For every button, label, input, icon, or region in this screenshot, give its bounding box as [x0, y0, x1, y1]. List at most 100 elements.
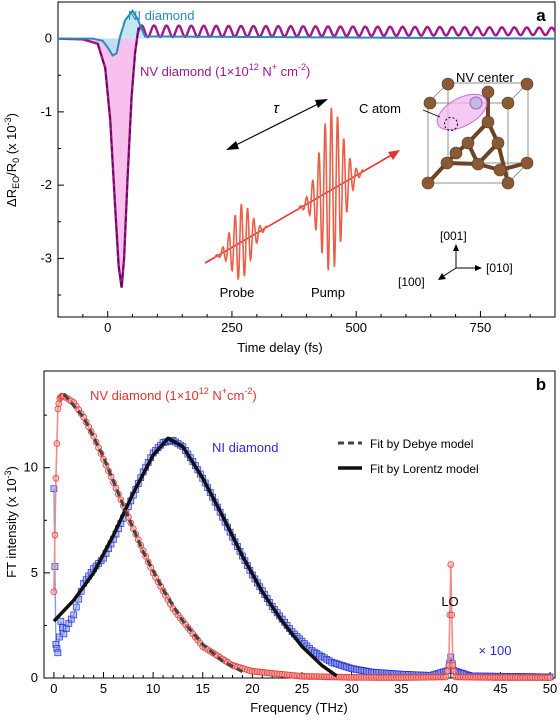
carbon-atom	[520, 156, 534, 170]
panel-b: 0 5 10 0 5 10 15 20 25 30 35 40 45 50 b Frequency (T…	[3, 370, 557, 715]
b-ytick-label: 10	[24, 460, 38, 475]
carbon-atom	[421, 176, 435, 190]
a-xtick-label: 250	[221, 320, 243, 335]
b-y-axis-label: FT intensity (x 10-3)	[3, 466, 19, 578]
axis-001-arrowhead	[453, 244, 459, 251]
a-ytick-label: 0	[45, 31, 52, 46]
b-xtick-label: 35	[394, 681, 408, 696]
ni-diamond-point	[57, 617, 65, 625]
b-xtick-label: 10	[146, 681, 160, 696]
c-atom-pointer	[422, 109, 441, 118]
tau-arrowhead-left	[226, 141, 239, 150]
nv-diamond-point	[443, 667, 451, 675]
tau-label: τ	[273, 100, 280, 117]
a-y-axis-label: ΔREO/R0 (x 10-3)	[3, 113, 21, 207]
carbon-atom	[501, 176, 515, 190]
a-y-ticks: 0 -1 -2 -3	[40, 31, 64, 296]
nv-diamond-point	[51, 531, 59, 539]
pump-label: Pump	[311, 285, 345, 300]
ni-diamond-point	[50, 485, 58, 493]
carbon-atom	[481, 115, 495, 129]
a-ytick-label: -1	[40, 104, 52, 119]
b-xtick-label: 30	[344, 681, 358, 696]
a-ytick-label: -3	[40, 250, 52, 265]
b-xtick-label: 25	[295, 681, 309, 696]
nv-diamond-point	[53, 440, 61, 447]
a-xtick-label: 0	[104, 320, 111, 335]
nv-diamond-point	[448, 611, 456, 619]
nv-diamond-point	[450, 667, 458, 675]
a-x-axis-label: Time delay (fs)	[237, 340, 322, 355]
crystal-axes	[441, 248, 478, 278]
nv-diamond-point	[449, 662, 457, 669]
lorentz-fit-line	[52, 436, 338, 678]
b-ytick-label: 5	[31, 565, 38, 580]
carbon-atom	[520, 77, 534, 91]
pump-pulse	[297, 107, 366, 271]
b-xtick-label: 40	[444, 681, 458, 696]
panel-label-b: b	[536, 375, 546, 394]
carbon-atom	[493, 163, 507, 177]
nv-diamond-point	[52, 474, 60, 482]
nv-center-label: NV center	[456, 70, 514, 85]
a-lines	[57, 9, 557, 288]
nv-diamond-point	[447, 561, 455, 568]
nv-diamond-point	[442, 673, 450, 681]
axis-010-label: [010]	[486, 261, 513, 275]
carbon-atom	[449, 146, 463, 160]
tau-arrowhead-right	[315, 99, 328, 108]
carbon-atom	[481, 85, 495, 99]
scale-factor-label: × 100	[479, 643, 512, 658]
b-xtick-label: 20	[245, 681, 259, 696]
nv-diamond-fill-a	[58, 27, 139, 288]
nv-diamond-point	[50, 588, 58, 596]
panel-a: 0 -1 -2 -3 0 250 500 750 a Time delay (fs) ΔRE…	[3, 1, 557, 355]
probe-pulse	[212, 203, 271, 280]
b-ytick-label: 0	[31, 670, 38, 685]
axis-100-arrowhead	[438, 273, 446, 280]
a-fills	[58, 10, 148, 288]
diamond-crystal-illustration: C atom NV center [001] [010] [100]	[359, 70, 534, 289]
b-xtick-label: 0	[50, 681, 57, 696]
crystal-atoms	[421, 77, 534, 190]
propagation-arrowhead	[388, 150, 400, 160]
a-x-ticks: 0 250 500 750	[82, 311, 556, 335]
ni-diamond-point	[72, 603, 80, 611]
legend-ni-diamond-a: NI diamond	[128, 8, 194, 23]
crystal-bond	[426, 151, 458, 185]
b-xtick-label: 15	[196, 681, 210, 696]
c-atom-label: C atom	[359, 101, 401, 116]
b-series	[50, 392, 554, 681]
carbon-atom	[491, 136, 505, 150]
legend-nv-diamond-b: NV diamond (1×1012 N+cm-2)	[90, 386, 257, 403]
debye-fit-line	[62, 393, 244, 674]
nv-diamond-line-b	[53, 395, 551, 679]
vacancy-marker	[444, 117, 458, 131]
axis-010-arrowhead	[475, 265, 482, 271]
probe-label: Probe	[220, 285, 255, 300]
crystal-bond	[496, 142, 510, 184]
a-xtick-label: 750	[470, 320, 492, 335]
carbon-atom	[441, 77, 455, 91]
ni-diamond-fill-a	[97, 10, 148, 56]
b-xtick-label: 45	[493, 681, 507, 696]
ni-diamond-point	[54, 649, 62, 657]
carbon-atom	[423, 96, 437, 110]
b-x-axis-label: Frequency (THz)	[250, 700, 348, 715]
axis-100-label: [100]	[398, 275, 425, 289]
lo-peak-label: LO	[441, 594, 458, 609]
ni-diamond-point	[447, 653, 455, 661]
nv-diamond-point	[546, 674, 554, 681]
pulse-illustration: τ Probe Pump	[204, 99, 400, 300]
carbon-atom	[461, 136, 475, 150]
carbon-atom	[471, 157, 485, 171]
nv-nitrogen-atom	[469, 96, 483, 110]
legend-lorentz-label: Fit by Lorentz model	[370, 462, 479, 476]
ni-diamond-line-a	[58, 9, 555, 57]
a-xtick-label: 500	[345, 320, 367, 335]
b-xtick-label: 50	[543, 681, 557, 696]
legend-ni-diamond-b: NI diamond	[212, 440, 278, 455]
panel-label-a: a	[536, 6, 546, 25]
legend-nv-diamond-a: NV diamond (1×1012 N+ cm-2)	[140, 62, 310, 79]
